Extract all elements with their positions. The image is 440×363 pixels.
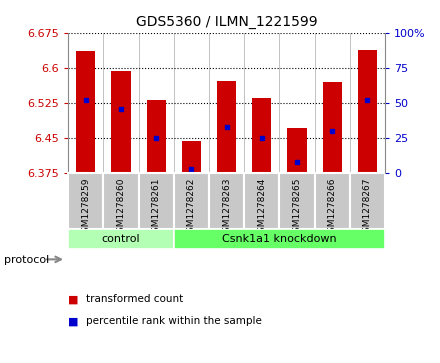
- Text: GSM1278267: GSM1278267: [363, 178, 372, 238]
- Text: percentile rank within the sample: percentile rank within the sample: [86, 316, 262, 326]
- Text: GSM1278263: GSM1278263: [222, 178, 231, 238]
- FancyBboxPatch shape: [279, 173, 315, 229]
- Bar: [76, 52, 95, 173]
- FancyBboxPatch shape: [139, 173, 174, 229]
- FancyBboxPatch shape: [209, 173, 244, 229]
- Text: GSM1278265: GSM1278265: [293, 178, 301, 238]
- Bar: [358, 50, 377, 173]
- Bar: [323, 82, 342, 173]
- Bar: [182, 141, 201, 173]
- FancyBboxPatch shape: [68, 173, 103, 229]
- Text: GSM1278261: GSM1278261: [152, 178, 161, 238]
- Text: GSM1278264: GSM1278264: [257, 178, 266, 238]
- Bar: [287, 128, 307, 173]
- Text: control: control: [102, 234, 140, 244]
- FancyBboxPatch shape: [315, 173, 350, 229]
- Title: GDS5360 / ILMN_1221599: GDS5360 / ILMN_1221599: [136, 15, 317, 29]
- Bar: [111, 71, 131, 173]
- Bar: [252, 98, 271, 173]
- Text: Csnk1a1 knockdown: Csnk1a1 knockdown: [222, 234, 337, 244]
- Text: GSM1278262: GSM1278262: [187, 178, 196, 238]
- Text: protocol: protocol: [4, 254, 50, 265]
- FancyBboxPatch shape: [244, 173, 279, 229]
- FancyBboxPatch shape: [350, 173, 385, 229]
- Text: GSM1278266: GSM1278266: [328, 178, 337, 238]
- Text: ■: ■: [68, 294, 79, 305]
- Text: GSM1278259: GSM1278259: [81, 178, 90, 238]
- Bar: [217, 81, 236, 173]
- Text: GSM1278260: GSM1278260: [117, 178, 125, 238]
- Bar: [147, 100, 166, 173]
- Bar: [174, 229, 385, 249]
- Bar: [68, 229, 174, 249]
- Text: ■: ■: [68, 316, 79, 326]
- FancyBboxPatch shape: [103, 173, 139, 229]
- Text: transformed count: transformed count: [86, 294, 183, 305]
- FancyBboxPatch shape: [174, 173, 209, 229]
